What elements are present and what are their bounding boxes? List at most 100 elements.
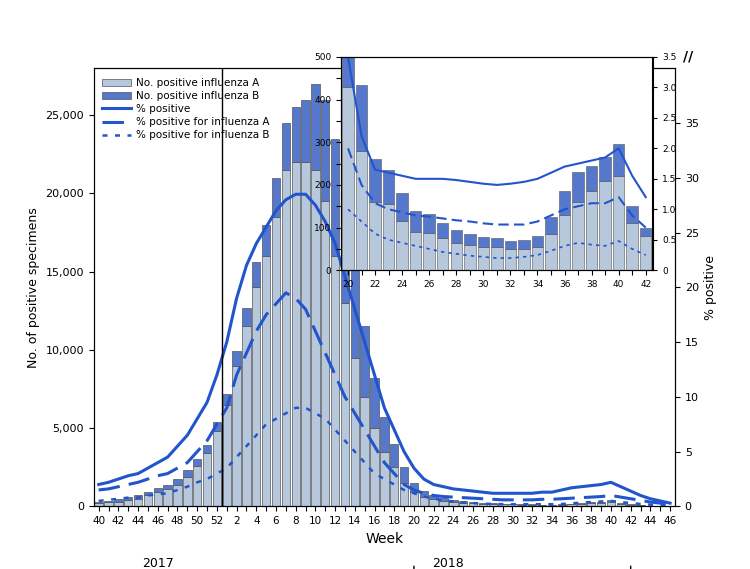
- Bar: [213, 431, 221, 506]
- Bar: [321, 201, 329, 506]
- Bar: [183, 471, 191, 477]
- Bar: [459, 503, 467, 506]
- Bar: [488, 503, 497, 504]
- Bar: [144, 496, 152, 506]
- Bar: [607, 502, 615, 506]
- Bar: [356, 85, 368, 151]
- Bar: [202, 453, 211, 506]
- Bar: [626, 207, 638, 223]
- Legend: No. positive influenza A, No. positive influenza B, % positive, % positive for i: No. positive influenza A, No. positive i…: [102, 78, 270, 141]
- Bar: [528, 505, 536, 506]
- Bar: [545, 217, 556, 234]
- Bar: [272, 178, 280, 217]
- Bar: [559, 191, 570, 215]
- Bar: [370, 428, 379, 506]
- Bar: [232, 366, 241, 506]
- Bar: [616, 502, 625, 504]
- Bar: [302, 100, 310, 162]
- Bar: [242, 308, 250, 327]
- Bar: [361, 327, 369, 397]
- Bar: [424, 213, 435, 233]
- Bar: [449, 500, 458, 502]
- Bar: [478, 504, 487, 506]
- Bar: [626, 223, 638, 270]
- Bar: [154, 492, 162, 506]
- Bar: [451, 230, 462, 242]
- Bar: [586, 166, 597, 191]
- Bar: [380, 452, 388, 506]
- Bar: [430, 500, 438, 506]
- Bar: [572, 202, 584, 270]
- Bar: [578, 503, 586, 504]
- Bar: [164, 489, 172, 506]
- Bar: [545, 234, 556, 270]
- Bar: [370, 378, 379, 428]
- Bar: [390, 467, 398, 506]
- Bar: [351, 358, 359, 506]
- Bar: [459, 501, 467, 503]
- Bar: [292, 108, 300, 162]
- Bar: [505, 249, 516, 270]
- Bar: [282, 123, 290, 170]
- Bar: [400, 467, 408, 483]
- Bar: [114, 500, 122, 502]
- Bar: [532, 247, 543, 270]
- Bar: [613, 176, 625, 270]
- Bar: [397, 193, 408, 221]
- Bar: [114, 502, 122, 506]
- Bar: [380, 417, 388, 452]
- Bar: [397, 221, 408, 270]
- Bar: [104, 502, 112, 506]
- Bar: [302, 162, 310, 506]
- Bar: [419, 497, 428, 506]
- Bar: [478, 503, 487, 504]
- Bar: [597, 503, 605, 506]
- Bar: [369, 202, 381, 270]
- Bar: [410, 232, 422, 270]
- Bar: [518, 249, 530, 270]
- X-axis label: Week: Week: [365, 531, 404, 546]
- Bar: [451, 242, 462, 270]
- Bar: [518, 505, 526, 506]
- Bar: [440, 501, 448, 506]
- Bar: [636, 505, 645, 506]
- Bar: [449, 502, 458, 506]
- Bar: [223, 394, 231, 405]
- Bar: [193, 459, 202, 465]
- Bar: [599, 157, 611, 181]
- Bar: [382, 204, 394, 270]
- Bar: [464, 245, 476, 270]
- Bar: [640, 236, 652, 270]
- Bar: [532, 236, 543, 247]
- Bar: [464, 234, 476, 245]
- Bar: [173, 479, 182, 485]
- Bar: [342, 86, 354, 270]
- Bar: [262, 225, 270, 256]
- Bar: [599, 181, 611, 270]
- Bar: [282, 170, 290, 506]
- Bar: [242, 327, 250, 506]
- Bar: [419, 490, 428, 497]
- Bar: [440, 498, 448, 501]
- Bar: [424, 233, 435, 270]
- Bar: [538, 505, 546, 506]
- Bar: [232, 352, 241, 366]
- Bar: [557, 505, 566, 506]
- Bar: [311, 84, 320, 170]
- Bar: [587, 504, 596, 506]
- Bar: [410, 211, 422, 232]
- Bar: [587, 502, 596, 504]
- Bar: [548, 505, 556, 506]
- Bar: [437, 223, 448, 238]
- Bar: [340, 193, 350, 303]
- Bar: [382, 170, 394, 204]
- Bar: [491, 247, 502, 270]
- Bar: [361, 397, 369, 506]
- Bar: [410, 483, 418, 492]
- Bar: [252, 262, 260, 287]
- Bar: [499, 504, 507, 506]
- Bar: [509, 504, 517, 506]
- Bar: [321, 100, 329, 201]
- Bar: [430, 495, 438, 500]
- Bar: [104, 501, 112, 502]
